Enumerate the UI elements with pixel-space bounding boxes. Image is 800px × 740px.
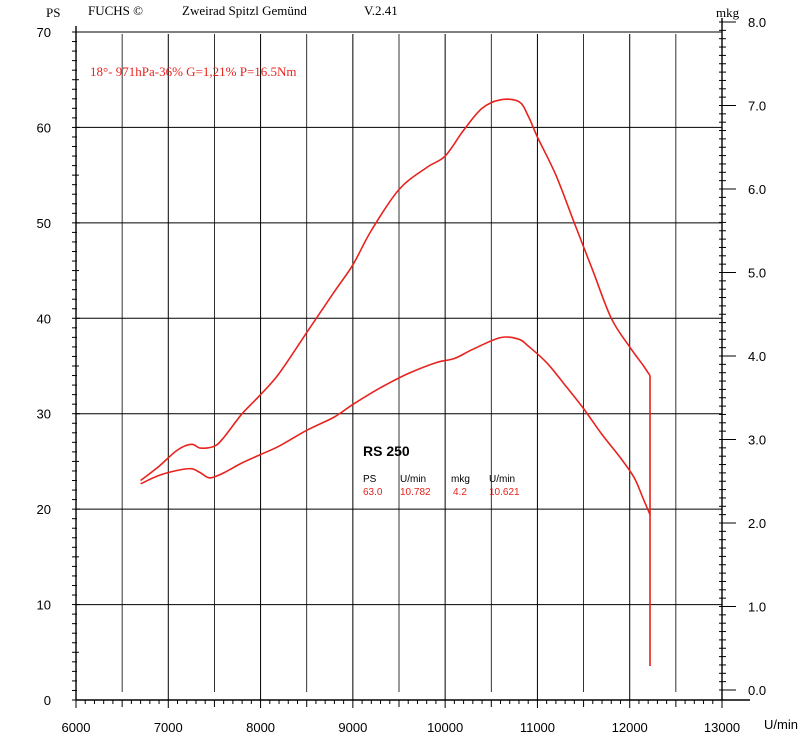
y-tick-label: 60 — [37, 120, 51, 135]
y-tick-label: 30 — [37, 407, 51, 422]
axes — [75, 18, 750, 701]
y2-tick-label: 7.0 — [748, 99, 766, 114]
power-curve — [140, 98, 651, 482]
x-tick-label: 10000 — [427, 720, 463, 735]
y-tick-label: 20 — [37, 502, 51, 517]
info-value-mkg: 4.2 — [453, 487, 467, 498]
y-tick-labels: 0 10 20 30 40 50 60 70 — [37, 25, 51, 708]
x-tick-label: 13000 — [704, 720, 740, 735]
x-tick-labels: 6000 7000 8000 9000 10000 11000 12000 13000 — [62, 720, 741, 735]
version-label: V.2.41 — [364, 3, 398, 18]
curves — [140, 98, 651, 666]
info-header-rpm-mkg: U/min — [489, 474, 515, 485]
y-tick-label: 40 — [37, 311, 51, 326]
y2-axis-unit-label: mkg — [716, 5, 740, 20]
y2-tick-label: 5.0 — [748, 266, 766, 281]
info-header-mkg: mkg — [451, 474, 470, 485]
info-header-ps: PS — [363, 474, 377, 485]
x-tick-label: 6000 — [62, 720, 91, 735]
y-tick-label: 50 — [37, 216, 51, 231]
y2-tick-label: 8.0 — [748, 15, 766, 30]
x-tick-label: 11000 — [520, 720, 555, 735]
y2-tick-label: 4.0 — [748, 349, 766, 364]
x-tick-label: 7000 — [154, 720, 183, 735]
y2-tick-label: 2.0 — [748, 516, 766, 531]
x-tick-label: 12000 — [612, 720, 648, 735]
info-value-rpm-ps: 10.782 — [400, 487, 431, 498]
y2-tick-label: 3.0 — [748, 433, 766, 448]
info-value-rpm-mkg: 10.621 — [489, 487, 520, 498]
y2-tick-label: 1.0 — [748, 600, 766, 615]
x-tick-label: 9000 — [338, 720, 367, 735]
torque-curve — [140, 336, 651, 515]
info-value-ps: 63.0 — [363, 487, 383, 498]
y-axis-unit-label: PS — [46, 5, 60, 20]
y2-tick-labels: 0.0 1.0 2.0 3.0 4.0 5.0 6.0 7.0 8.0 — [748, 15, 766, 698]
x-tick-label: 8000 — [246, 720, 275, 735]
conditions-label: 18°- 971hPa-36% G=1,21% P=16.5Nm — [90, 64, 297, 79]
x-axis-label: U/min — [764, 717, 798, 732]
model-title: RS 250 — [363, 443, 410, 459]
y2-tick-label: 0.0 — [748, 683, 766, 698]
company-label: Zweirad Spitzl Gemünd — [182, 3, 307, 18]
grid-lines — [76, 31, 722, 700]
y-tick-label: 70 — [37, 25, 51, 40]
info-header-rpm-ps: U/min — [400, 474, 426, 485]
y-tick-label: 0 — [44, 693, 51, 708]
brand-label: FUCHS © — [88, 3, 143, 18]
y2-tick-label: 6.0 — [748, 182, 766, 197]
minor-ticks — [72, 21, 736, 708]
y-tick-label: 10 — [37, 598, 51, 613]
